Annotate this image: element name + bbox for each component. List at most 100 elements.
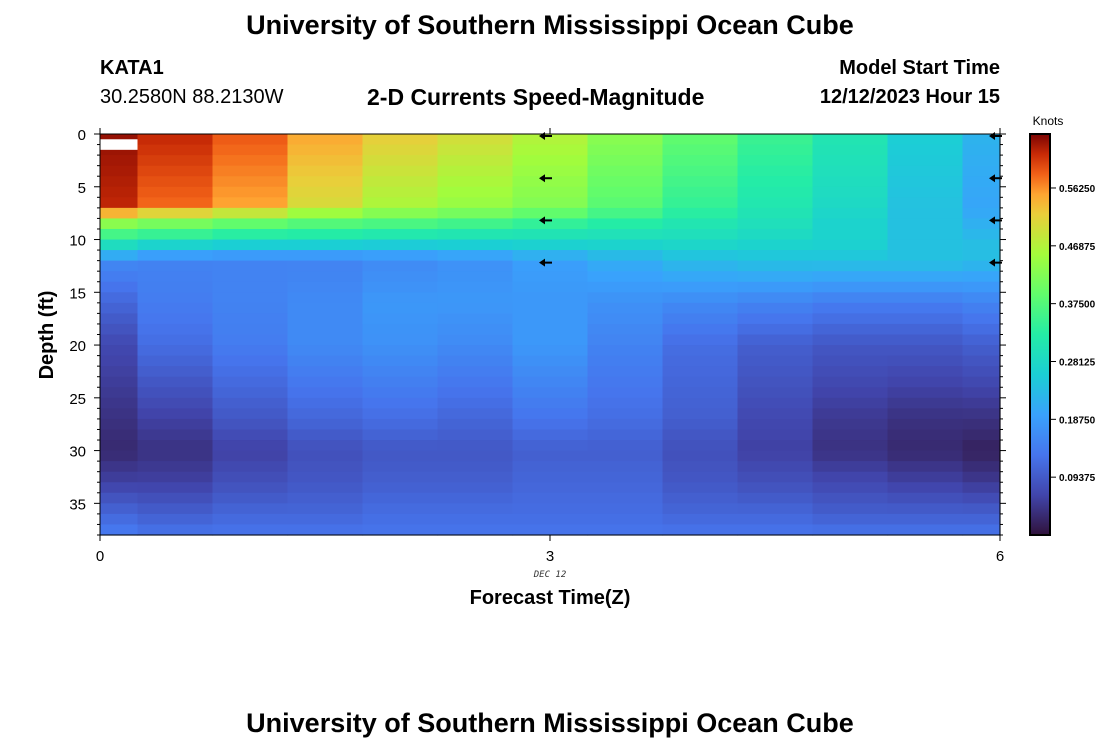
heatmap-cell (100, 228, 139, 241)
heatmap-cell (737, 345, 814, 357)
heatmap-cell (287, 492, 364, 504)
heatmap-cell (212, 461, 289, 473)
heatmap-cell (587, 366, 664, 378)
heatmap-cell (512, 471, 589, 483)
heatmap-cell (737, 197, 814, 209)
heatmap-cell (362, 513, 439, 526)
heatmap-cell (812, 176, 889, 188)
heatmap-cell (812, 134, 889, 146)
x-axis-label: Forecast Time(Z) (470, 587, 631, 609)
heatmap-cell (100, 524, 139, 536)
heatmap-cell (512, 218, 589, 230)
heatmap-cell (662, 292, 739, 304)
heatmap-cell (287, 503, 364, 515)
heatmap-cell (100, 281, 139, 293)
heatmap-cell (887, 155, 964, 167)
heatmap-cell (512, 429, 589, 441)
heatmap-cell (962, 397, 1001, 409)
heatmap-cell (887, 461, 964, 473)
heatmap-cell (212, 134, 289, 146)
heatmap-cell (737, 281, 814, 293)
colorbar-tick-label: 0.28125 (1059, 357, 1096, 368)
heatmap-cell (962, 429, 1001, 441)
heatmap-cell (887, 239, 964, 251)
heatmap-cell (137, 387, 214, 399)
y-tick-label: 35 (69, 496, 86, 513)
heatmap-cell (287, 134, 364, 146)
heatmap-cell (512, 186, 589, 198)
heatmap-cell (137, 134, 214, 146)
heatmap-cell (287, 450, 364, 462)
heatmap-cell (737, 176, 814, 188)
heatmap-cell (887, 250, 964, 262)
heatmap-cell (662, 429, 739, 441)
heatmap-cell (362, 418, 439, 431)
heatmap-cell (812, 302, 889, 314)
heatmap-cell (812, 271, 889, 283)
heatmap-cell (287, 513, 364, 526)
heatmap-cell (212, 387, 289, 399)
heatmap-cell (437, 165, 514, 177)
heatmap-cell (287, 186, 364, 198)
heatmap-cell (737, 302, 814, 314)
heatmap-cell (662, 471, 739, 483)
heatmap-cell (962, 155, 1001, 167)
heatmap-cell (137, 207, 214, 220)
heatmap-cell (287, 313, 364, 325)
heatmap-cell (287, 260, 364, 272)
colorbar-label: Knots (1033, 114, 1064, 128)
heatmap-cell (437, 461, 514, 473)
heatmap-cell (812, 471, 889, 483)
heatmap-cell (362, 239, 439, 251)
date-label: DEC 12 (533, 570, 567, 580)
heatmap-cell (662, 207, 739, 220)
heatmap-cell (100, 144, 139, 156)
heatmap-cell (587, 418, 664, 431)
heatmap-cell (437, 376, 514, 388)
heatmap-cell (887, 366, 964, 378)
heatmap-cell (737, 218, 814, 230)
heatmap-cell (512, 155, 589, 167)
heatmap-cell (512, 250, 589, 262)
heatmap-cell (362, 376, 439, 388)
heatmap-cell (737, 440, 814, 452)
heatmap-cell (662, 313, 739, 325)
heatmap-cell (287, 334, 364, 346)
heatmap-cell (662, 440, 739, 452)
heatmap-cell (362, 323, 439, 336)
current-arrows (539, 132, 1002, 267)
heatmap-cell (362, 281, 439, 293)
colorbar-scale (1029, 133, 1051, 536)
heatmap-cell (962, 387, 1001, 399)
heatmap-cell (737, 429, 814, 441)
heatmap-cell (287, 366, 364, 378)
heatmap-cell (212, 397, 289, 409)
heatmap-cell (812, 250, 889, 262)
heatmap-cell (512, 334, 589, 346)
heatmap-cell (212, 144, 289, 156)
heatmap-cell (362, 207, 439, 220)
heatmap-cell (362, 471, 439, 483)
heatmap-cell (737, 408, 814, 420)
heatmap-cell (662, 250, 739, 262)
x-tick-label: 6 (996, 548, 1004, 565)
heatmap-cell (437, 218, 514, 230)
heatmap-cell (100, 345, 139, 357)
heatmap-cell (812, 313, 889, 325)
heatmap-cell (512, 134, 589, 146)
current-arrow-head (989, 216, 995, 225)
heatmap-cell (212, 355, 289, 367)
heatmap-cell (962, 165, 1001, 177)
heatmap-cell (100, 503, 139, 515)
heatmap-cell (287, 345, 364, 357)
heatmap-cell (362, 387, 439, 399)
heatmap-cell (212, 260, 289, 272)
heatmap-cell (287, 176, 364, 188)
heatmap-cell (437, 323, 514, 336)
heatmap-cell (437, 471, 514, 483)
heatmap-cell (812, 345, 889, 357)
heatmap-cell (137, 492, 214, 504)
heatmap-cell (437, 134, 514, 146)
heatmap-cell (100, 250, 139, 262)
heatmap-cell (437, 260, 514, 272)
